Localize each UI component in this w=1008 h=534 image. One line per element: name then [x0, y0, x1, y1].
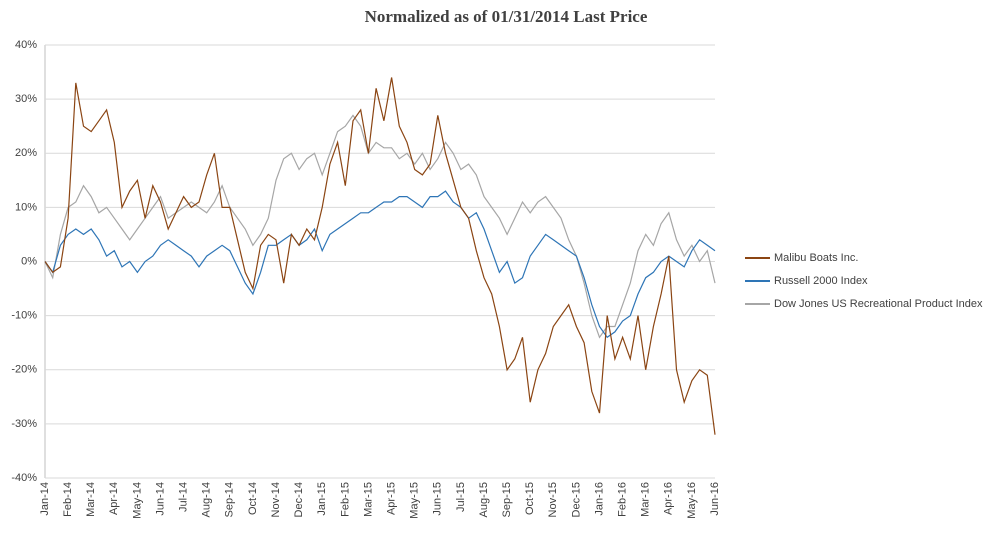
chart-title: Normalized as of 01/31/2014 Last Price — [365, 7, 648, 26]
x-tick-label: Jun-14 — [154, 482, 166, 516]
x-tick-label: Apr-15 — [385, 482, 397, 515]
y-tick-label: -40% — [11, 472, 37, 484]
legend-label: Russell 2000 Index — [774, 275, 868, 287]
x-tick-label: Jun-16 — [709, 482, 721, 516]
y-tick-label: -20% — [11, 364, 37, 376]
x-tick-label: Feb-14 — [62, 482, 74, 517]
series-line — [44, 77, 716, 435]
x-tick-label: Nov-15 — [547, 482, 559, 517]
x-tick-label: Mar-15 — [362, 482, 374, 517]
x-tick-label: Apr-14 — [108, 482, 120, 515]
x-tick-label: Mar-14 — [85, 482, 97, 517]
legend-label: Dow Jones US Recreational Product Index — [774, 298, 983, 310]
x-tick-label: Dec-14 — [293, 482, 305, 517]
x-tick-label: Jan-14 — [39, 482, 51, 516]
y-tick-label: 40% — [15, 39, 37, 51]
x-tick-label: Nov-14 — [270, 482, 282, 517]
y-tick-label: 20% — [15, 147, 37, 159]
y-tick-label: 30% — [15, 93, 37, 105]
x-tick-label: Feb-16 — [616, 482, 628, 517]
x-tick-label: May-14 — [131, 482, 143, 519]
x-tick-label: Mar-16 — [640, 482, 652, 517]
y-tick-label: 0% — [21, 255, 37, 267]
x-tick-label: Feb-15 — [339, 482, 351, 517]
x-tick-label: Sep-15 — [501, 482, 513, 517]
x-tick-label: May-15 — [409, 482, 421, 519]
series-line — [44, 190, 716, 339]
x-tick-label: Jan-15 — [316, 482, 328, 516]
y-tick-label: 10% — [15, 201, 37, 213]
x-tick-label: Jun-15 — [432, 482, 444, 516]
x-tick-label: Oct-15 — [524, 482, 536, 515]
legend-label: Malibu Boats Inc. — [774, 252, 858, 264]
x-tick-label: Oct-14 — [247, 482, 259, 515]
x-tick-label: Jul-15 — [455, 482, 467, 512]
x-tick-label: Apr-16 — [663, 482, 675, 515]
y-tick-label: -10% — [11, 310, 37, 322]
x-tick-label: Aug-14 — [201, 482, 213, 517]
x-tick-label: Jul-14 — [178, 482, 190, 512]
y-tick-label: -30% — [11, 418, 37, 430]
x-tick-label: Jan-16 — [593, 482, 605, 516]
x-tick-label: Dec-15 — [570, 482, 582, 517]
x-tick-label: Sep-14 — [224, 482, 236, 517]
x-tick-label: Aug-15 — [478, 482, 490, 517]
x-tick-label: May-16 — [686, 482, 698, 519]
